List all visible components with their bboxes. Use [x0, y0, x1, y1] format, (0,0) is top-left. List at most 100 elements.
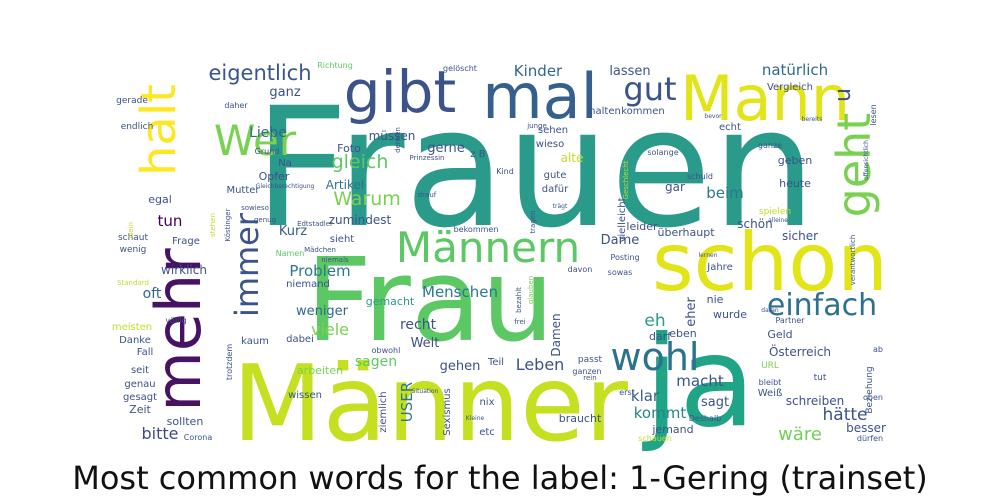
- word-2: Männer: [232, 343, 629, 460]
- word-116: daher: [224, 101, 248, 110]
- word-83: nie: [707, 293, 724, 306]
- word-177: u: [831, 88, 856, 102]
- word-17: eigentlich: [208, 61, 311, 85]
- word-44: gehen: [440, 359, 481, 374]
- word-165: offensichtlich: [863, 140, 870, 180]
- word-74: Sexismus: [442, 388, 453, 436]
- word-132: erst: [619, 388, 635, 397]
- word-158: ganze: [758, 141, 782, 150]
- word-144: Edtstadler: [297, 220, 333, 228]
- word-170: lernen: [698, 252, 717, 259]
- word-46: gerne: [427, 141, 465, 156]
- word-98: schaut: [118, 233, 149, 243]
- word-67: gar: [665, 180, 685, 194]
- word-26: hätte: [823, 405, 868, 425]
- word-71: egal: [148, 193, 172, 206]
- word-115: endlich: [121, 122, 154, 132]
- word-88: kaum: [241, 336, 269, 347]
- word-73: etc: [479, 427, 495, 438]
- word-142: Mädchen: [304, 246, 336, 254]
- word-35: tun: [158, 212, 183, 230]
- word-82: wurde: [713, 308, 747, 321]
- word-78: arbeiten: [297, 364, 343, 377]
- word-100: sieht: [330, 234, 354, 245]
- word-152: solange: [647, 148, 678, 157]
- word-69: heute: [779, 177, 811, 190]
- word-157: Gleichberechtigung: [256, 183, 315, 190]
- word-18: gleich: [332, 151, 389, 173]
- word-137: davon: [568, 265, 593, 274]
- word-109: kommen: [621, 106, 665, 117]
- word-47: Kurz: [279, 224, 307, 239]
- word-119: Beziehung: [865, 366, 875, 413]
- word-159: schuld: [687, 172, 713, 181]
- word-168: bereits: [802, 116, 823, 123]
- word-134: frei: [514, 318, 525, 326]
- word-31: Problem: [289, 262, 350, 280]
- word-145: Köstinger: [224, 208, 232, 241]
- word-99: niemand: [286, 279, 330, 290]
- word-146: stehen: [209, 213, 217, 237]
- word-173: daran: [761, 307, 779, 314]
- word-43: Welt: [411, 336, 440, 351]
- word-122: oben: [863, 393, 883, 402]
- word-59: schreiben: [786, 394, 844, 408]
- word-148: sowieso: [241, 204, 269, 212]
- word-156: Prinzessin: [409, 154, 444, 162]
- word-45: Dame: [601, 233, 640, 248]
- word-163: Standard: [117, 279, 149, 287]
- word-164: Nein: [127, 222, 135, 238]
- word-94: wissen: [288, 390, 322, 401]
- word-53: wirklich: [161, 263, 207, 277]
- word-77: sollten: [167, 415, 204, 428]
- word-138: sowas: [608, 268, 633, 277]
- word-8: gibt: [344, 58, 457, 126]
- word-4: schon: [652, 216, 888, 309]
- word-6: Mann: [680, 62, 850, 135]
- word-126: URL: [761, 361, 779, 371]
- word-123: dürfen: [857, 434, 883, 443]
- word-141: bekommen: [454, 225, 499, 234]
- word-93: gesagt: [123, 392, 157, 403]
- word-161: trotzdem: [225, 344, 234, 380]
- word-97: wenig: [120, 245, 147, 255]
- word-102: vielleicht: [617, 197, 628, 242]
- word-86: nix: [479, 397, 494, 408]
- word-96: Frage: [172, 236, 200, 247]
- word-49: lassen: [609, 64, 650, 79]
- word-167: lesen: [869, 104, 878, 125]
- word-129: passt: [578, 355, 603, 365]
- word-15: immer: [228, 212, 266, 317]
- word-149: Kind: [496, 167, 514, 176]
- word-38: klar: [631, 387, 660, 405]
- word-154: junge: [526, 122, 547, 130]
- word-34: beim: [706, 184, 744, 202]
- word-169: bevor: [704, 113, 722, 120]
- word-48: oft: [143, 286, 162, 302]
- word-40: sagt: [701, 395, 729, 410]
- word-55: Damen: [549, 313, 563, 356]
- word-64: Opfer: [259, 170, 290, 183]
- word-143: niemals: [321, 256, 349, 264]
- word-153: Geschlecht: [622, 160, 630, 199]
- word-172: alleine: [768, 217, 788, 224]
- word-151: drauf: [418, 191, 437, 199]
- word-108: halten: [589, 106, 621, 117]
- word-28: kommt: [634, 404, 687, 422]
- word-30: eh: [644, 311, 665, 331]
- word-39: eher: [684, 297, 699, 327]
- word-3: ja: [641, 310, 755, 455]
- word-29: bitte: [142, 424, 179, 443]
- word-25: wäre: [778, 424, 822, 445]
- word-60: besser: [846, 421, 886, 435]
- word-65: überhaupt: [657, 226, 715, 239]
- word-24: viele: [311, 320, 349, 339]
- word-12: Wer: [214, 116, 297, 165]
- word-176: Situation: [412, 388, 439, 395]
- word-174: trägt: [553, 203, 568, 210]
- word-131: rein: [583, 374, 596, 382]
- word-166: verantwortlich: [849, 235, 857, 286]
- word-10: wohl: [611, 335, 700, 379]
- word-85: Teil: [487, 357, 504, 368]
